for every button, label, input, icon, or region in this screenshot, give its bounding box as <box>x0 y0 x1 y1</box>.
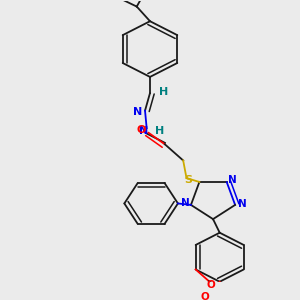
Text: N: N <box>133 107 142 117</box>
Text: S: S <box>184 175 192 184</box>
Text: H: H <box>155 126 164 136</box>
Text: N: N <box>228 175 237 184</box>
Text: N: N <box>181 199 189 208</box>
Text: O: O <box>200 292 209 300</box>
Text: H: H <box>159 87 168 97</box>
Text: O: O <box>206 280 215 290</box>
Text: N: N <box>238 199 247 209</box>
Text: N: N <box>139 126 148 136</box>
Text: O: O <box>136 125 146 135</box>
